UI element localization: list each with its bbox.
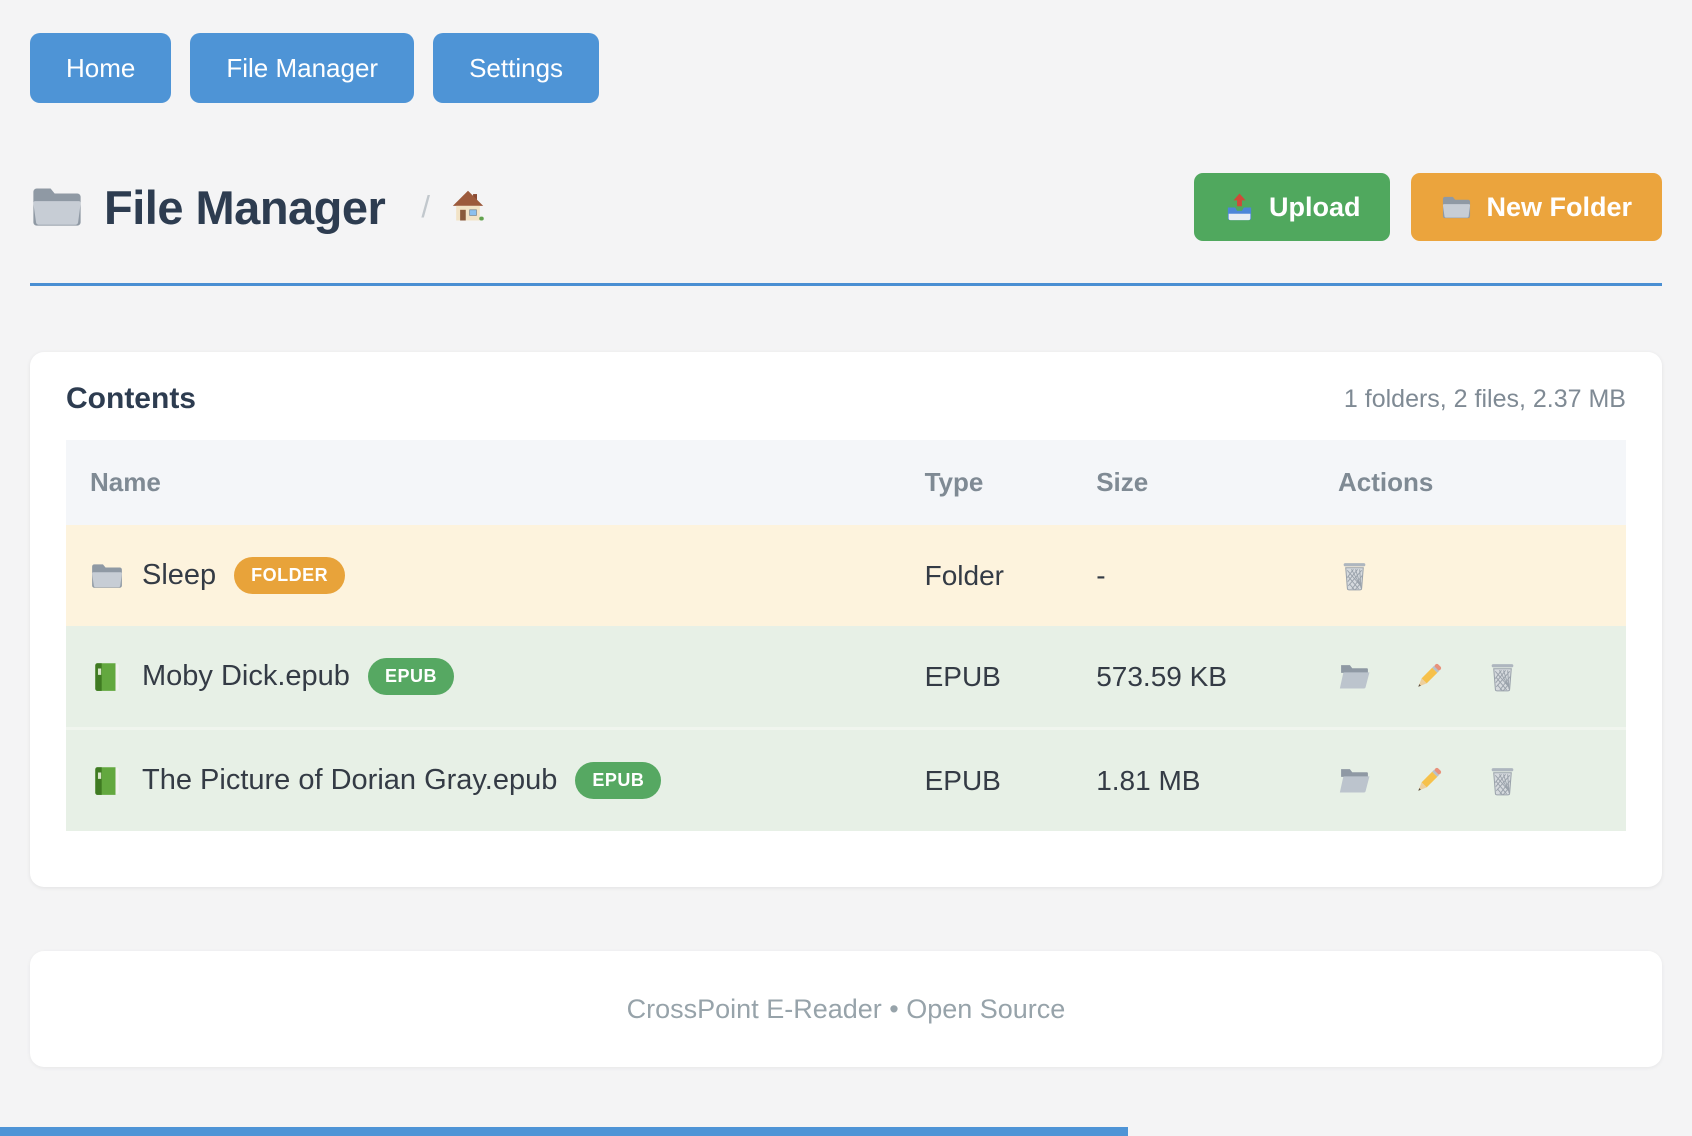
upload-button-label: Upload <box>1268 191 1361 222</box>
book-icon <box>90 660 124 694</box>
footer-card: CrossPoint E-Reader • Open Source <box>30 951 1662 1067</box>
title-group: File Manager / <box>30 180 486 235</box>
table-header-row: Name Type Size Actions <box>66 440 1626 525</box>
type-cell: EPUB <box>924 660 1001 692</box>
item-name[interactable]: Sleep <box>142 559 217 591</box>
table-row: The Picture of Dorian Gray.epub EPUB EPUB 1… <box>66 728 1626 831</box>
book-icon <box>90 764 124 798</box>
bottom-partial-element <box>0 1127 1128 1136</box>
folder-icon <box>90 559 124 593</box>
page-header: File Manager / Upload New Folder <box>30 173 1662 241</box>
upload-button[interactable]: Upload <box>1193 173 1391 241</box>
delete-action-button[interactable] <box>1486 764 1519 797</box>
open-folder-icon <box>1338 660 1371 693</box>
file-table-body: Sleep FOLDER Folder - Moby Dick.epub EPUB EPUB… <box>66 525 1626 831</box>
actions-cell <box>1338 764 1602 797</box>
breadcrumb-separator: / <box>421 189 430 224</box>
size-cell: 1.81 MB <box>1096 764 1201 796</box>
footer-text: CrossPoint E-Reader • Open Source <box>626 993 1066 1024</box>
contents-card-header: Contents 1 folders, 2 files, 2.37 MB <box>66 382 1626 416</box>
item-name: The Picture of Dorian Gray.epub <box>142 764 558 796</box>
folder-icon <box>30 180 84 234</box>
actions-cell <box>1338 559 1602 592</box>
upload-tray-icon <box>1224 192 1255 223</box>
nav-settings-button[interactable]: Settings <box>433 33 600 103</box>
open-folder-icon <box>1338 764 1371 797</box>
pencil-icon <box>1412 764 1445 797</box>
file-table: Name Type Size Actions Sleep FOLDER Folder… <box>66 440 1626 831</box>
size-cell: - <box>1096 559 1106 591</box>
nav-file-manager-button[interactable]: File Manager <box>190 33 415 103</box>
actions-cell <box>1338 660 1602 693</box>
trash-icon <box>1486 764 1519 797</box>
column-header-name: Name <box>66 440 901 525</box>
new-folder-button[interactable]: New Folder <box>1411 173 1662 241</box>
contents-title: Contents <box>66 382 196 415</box>
delete-action-button[interactable] <box>1338 559 1371 592</box>
pencil-icon <box>1412 660 1445 693</box>
move-action-button[interactable] <box>1338 764 1371 797</box>
type-badge: FOLDER <box>234 557 346 594</box>
column-header-actions: Actions <box>1314 440 1626 525</box>
new-folder-button-label: New Folder <box>1486 191 1632 222</box>
table-row: Moby Dick.epub EPUB EPUB 573.59 KB <box>66 626 1626 729</box>
contents-card: Contents 1 folders, 2 files, 2.37 MB Nam… <box>30 352 1662 887</box>
trash-icon <box>1338 559 1371 592</box>
column-header-size: Size <box>1072 440 1314 525</box>
table-row: Sleep FOLDER Folder - <box>66 525 1626 626</box>
type-cell: EPUB <box>924 764 1001 796</box>
home-icon[interactable] <box>450 189 486 225</box>
item-name: Moby Dick.epub <box>142 660 350 692</box>
type-badge: EPUB <box>575 762 662 799</box>
delete-action-button[interactable] <box>1486 660 1519 693</box>
page-title: File Manager <box>104 180 386 234</box>
type-badge: EPUB <box>367 658 454 695</box>
move-action-button[interactable] <box>1338 660 1371 693</box>
header-actions: Upload New Folder <box>1193 173 1662 241</box>
page: Home File Manager Settings File Manager … <box>30 33 1662 1067</box>
top-nav: Home File Manager Settings <box>30 33 1662 103</box>
rename-action-button[interactable] <box>1412 660 1445 693</box>
contents-summary: 1 folders, 2 files, 2.37 MB <box>1343 384 1626 413</box>
folder-icon <box>1441 192 1472 223</box>
rename-action-button[interactable] <box>1412 764 1445 797</box>
nav-home-button[interactable]: Home <box>30 33 172 103</box>
trash-icon <box>1486 660 1519 693</box>
column-header-type: Type <box>900 440 1073 525</box>
type-cell: Folder <box>924 559 1004 591</box>
size-cell: 573.59 KB <box>1096 660 1227 692</box>
header-divider <box>30 283 1662 286</box>
